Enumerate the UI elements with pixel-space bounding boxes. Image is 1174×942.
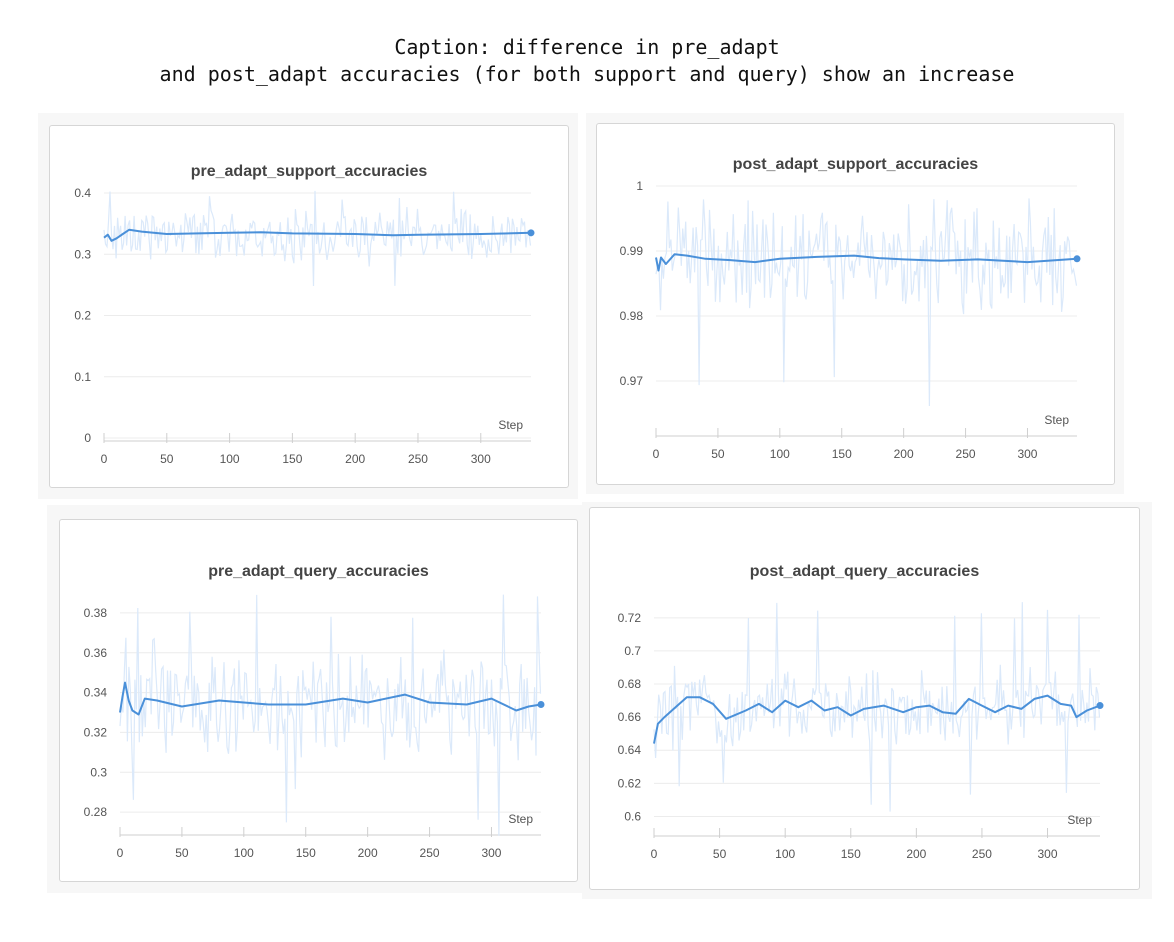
x-tick-label: 0 [117,846,124,860]
x-tick-label: 200 [906,847,926,861]
y-tick-label: 0.97 [620,374,644,388]
y-tick-label: 0.3 [74,247,91,261]
y-tick-label: 1 [636,179,643,193]
x-tick-label: 100 [775,847,795,861]
raw-series-line [655,198,1078,407]
smoothed-series-line [103,228,532,242]
chart-card-pre-support: pre_adapt_support_accuracies 0 0.1 0.2 0.3 0.… [49,125,569,488]
chart-svg: post_adapt_support_accuracies 0.97 0.98 0.9… [620,156,1081,461]
x-tick-label: 50 [175,846,189,860]
y-tick-label: 0.98 [620,309,644,323]
series-end-point [537,701,545,709]
x-tick-label: 50 [160,452,174,466]
x-tick-label: 300 [471,452,491,466]
series-end-point [1096,702,1104,710]
raw-series-line [653,602,1101,812]
x-tick-label: 50 [713,847,727,861]
y-tick-label: 0.99 [620,244,644,258]
x-axis-label: Step [1067,813,1092,827]
chart-card-pre-query: pre_adapt_query_accuracies 0.28 0.3 0.32 0.3… [59,519,578,882]
x-tick-label: 150 [841,847,861,861]
x-tick-label: 300 [1017,447,1037,461]
chart-svg: pre_adapt_query_accuracies 0.28 0.3 0.32 0.3… [84,563,545,860]
x-tick-label: 150 [282,452,302,466]
x-tick-label: 150 [296,846,316,860]
x-axis-label: Step [1044,413,1069,427]
chart-card-post-query: post_adapt_query_accuracies 0.6 0.62 0.64 0.… [589,507,1140,890]
x-tick-label: 250 [972,847,992,861]
chart-title: post_adapt_query_accuracies [750,563,980,580]
smoothed-series-line [119,681,542,716]
smoothed-series-line [655,253,1078,272]
y-tick-label: 0.1 [74,370,91,384]
chart-title: pre_adapt_query_accuracies [208,563,429,580]
caption-line-2: and post_adapt accuracies (for both supp… [159,62,1015,86]
x-tick-label: 100 [770,447,790,461]
x-tick-label: 0 [651,847,658,861]
series-end-point [1073,255,1081,263]
x-tick-label: 300 [1038,847,1058,861]
x-tick-label: 150 [832,447,852,461]
chart-svg: pre_adapt_support_accuracies 0 0.1 0.2 0.3 0.… [74,163,535,466]
y-tick-label: 0.64 [618,743,642,757]
y-tick-label: 0.3 [90,765,107,779]
x-tick-label: 200 [358,846,378,860]
y-tick-label: 0.62 [618,776,642,790]
x-tick-label: 0 [101,452,108,466]
y-tick-label: 0.36 [84,646,108,660]
x-axis-label: Step [498,418,523,432]
y-tick-label: 0.2 [74,309,91,323]
x-tick-label: 200 [345,452,365,466]
y-tick-label: 0.68 [618,677,642,691]
x-tick-label: 100 [220,452,240,466]
caption-line-1: Caption: difference in pre_adapt [394,35,780,59]
y-tick-label: 0.28 [84,805,108,819]
x-tick-label: 250 [408,452,428,466]
x-tick-label: 250 [956,447,976,461]
y-tick-label: 0.6 [624,809,641,823]
y-tick-label: 0.72 [618,611,642,625]
chart-title: post_adapt_support_accuracies [733,156,979,173]
x-tick-label: 200 [894,447,914,461]
y-tick-label: 0.4 [74,186,91,200]
chart-svg: post_adapt_query_accuracies 0.6 0.62 0.64 0.… [618,563,1104,861]
y-tick-label: 0.32 [84,725,108,739]
series-end-point [527,229,535,237]
smoothed-series-line [653,694,1101,744]
x-tick-label: 100 [234,846,254,860]
raw-series-line [119,594,542,836]
x-tick-label: 50 [711,447,725,461]
chart-card-post-support: post_adapt_support_accuracies 0.97 0.98 0.9… [596,123,1115,485]
x-tick-label: 300 [481,846,501,860]
raw-series-line [103,190,532,287]
y-tick-label: 0.34 [84,686,108,700]
chart-title: pre_adapt_support_accuracies [191,163,428,180]
y-tick-label: 0 [84,431,91,445]
x-tick-label: 0 [653,447,660,461]
y-tick-label: 0.66 [618,710,642,724]
x-tick-label: 250 [420,846,440,860]
y-tick-label: 0.7 [624,644,641,658]
x-axis-label: Step [508,812,533,826]
y-tick-label: 0.38 [84,606,108,620]
